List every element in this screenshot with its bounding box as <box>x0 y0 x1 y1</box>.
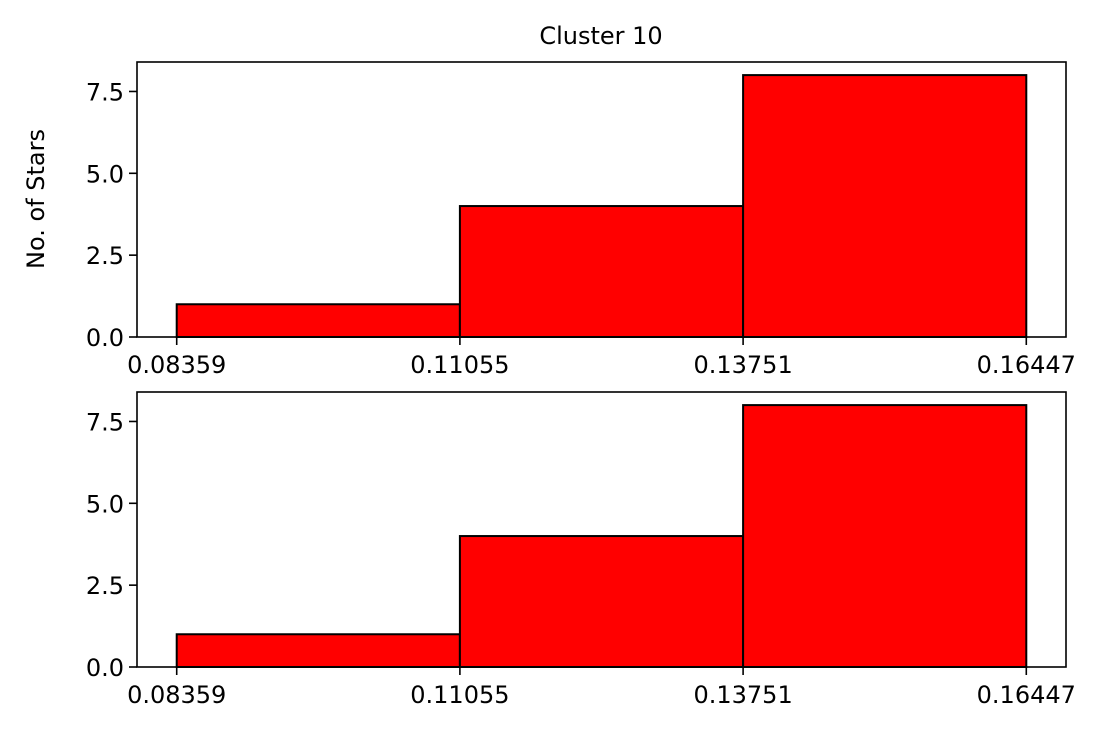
y-axis-label: No. of Stars <box>22 129 50 269</box>
y-tick-label-top-3: 7.5 <box>86 78 124 106</box>
y-tick-label-top-0: 0.0 <box>86 324 124 352</box>
x-tick-label-bottom-1: 0.11055 <box>410 681 509 709</box>
x-tick-label-bottom-0: 0.08359 <box>127 681 226 709</box>
y-tick-label-bottom-1: 2.5 <box>86 572 124 600</box>
histogram-panel-bottom: 0.0 2.5 5.0 7.5 0.08359 0.11055 0.13751 0.1644… <box>86 391 1076 709</box>
y-tick-label-top-1: 2.5 <box>86 242 124 270</box>
histogram-bar-top-3 <box>742 74 1028 338</box>
x-tick-label-bottom-3: 0.16447 <box>977 681 1076 709</box>
bar-group-top <box>175 74 1028 338</box>
histogram-bar-bottom-2 <box>458 535 745 668</box>
x-axis-ticks-top: 0.08359 0.11055 0.13751 0.16447 <box>127 337 1076 379</box>
y-tick-label-top-2: 5.0 <box>86 160 124 188</box>
histogram-bar-top-1 <box>175 303 461 338</box>
chart-title: Cluster 10 <box>539 22 662 50</box>
y-tick-label-bottom-0: 0.0 <box>86 654 124 682</box>
x-tick-label-top-3: 0.16447 <box>977 351 1076 379</box>
histogram-bar-top-2 <box>458 205 745 338</box>
plot-frame-top <box>136 61 1067 338</box>
bar-group-bottom <box>175 404 1028 668</box>
y-axis-ticks-top: 0.0 2.5 5.0 7.5 <box>86 78 137 352</box>
x-tick-label-top-2: 0.13751 <box>693 351 792 379</box>
x-tick-label-bottom-2: 0.13751 <box>693 681 792 709</box>
y-tick-label-bottom-2: 5.0 <box>86 490 124 518</box>
x-tick-label-top-0: 0.08359 <box>127 351 226 379</box>
x-tick-label-top-1: 0.11055 <box>410 351 509 379</box>
histogram-panel-top: Cluster 10 No. of Stars 0.0 2.5 5.0 7.5 0.0… <box>22 22 1076 379</box>
histogram-bar-bottom-1 <box>175 633 461 668</box>
y-tick-label-bottom-3: 7.5 <box>86 408 124 436</box>
plot-frame-bottom <box>136 391 1067 668</box>
x-axis-ticks-bottom: 0.08359 0.11055 0.13751 0.16447 <box>127 667 1076 709</box>
histogram-bar-bottom-3 <box>742 404 1028 668</box>
y-axis-ticks-bottom: 0.0 2.5 5.0 7.5 <box>86 408 137 682</box>
